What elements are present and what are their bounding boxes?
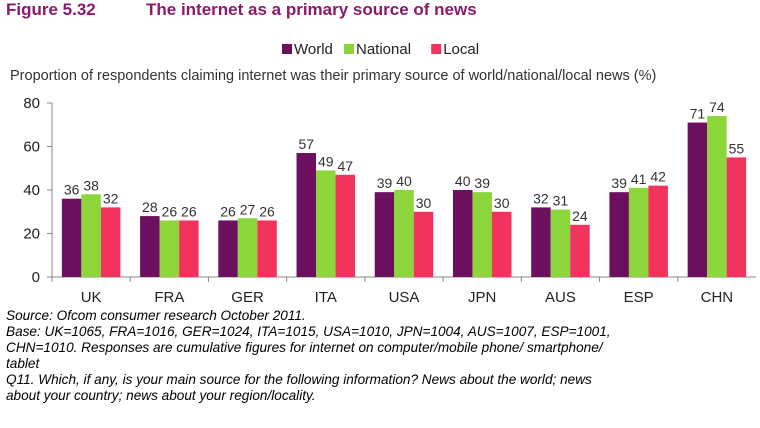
data-label-ita-world: 57 [298, 136, 314, 152]
base-note-line-1: Base: UK=1065, FRA=1016, GER=1024, ITA=1… [6, 324, 611, 339]
data-label-chn-national: 74 [709, 99, 725, 115]
x-tick-label-chn: CHN [701, 289, 734, 306]
x-tick-label-uk: UK [81, 289, 102, 306]
legend: World National Local [282, 41, 479, 58]
data-label-usa-national: 40 [396, 173, 412, 189]
data-label-esp-local: 42 [650, 169, 666, 185]
x-tick-label-aus: AUS [545, 289, 576, 306]
x-tick-label-jpn: JPN [468, 289, 496, 306]
data-label-uk-world: 36 [64, 182, 80, 198]
legend-label-national: National [356, 41, 411, 58]
bar-uk-national [81, 194, 101, 277]
data-label-usa-world: 39 [377, 175, 393, 191]
x-tick-label-ita: ITA [315, 289, 337, 306]
data-label-ita-national: 49 [318, 153, 334, 169]
bar-esp-local [648, 185, 668, 277]
x-tick-label-fra: FRA [154, 289, 184, 306]
bar-chn-world [687, 122, 708, 277]
legend-swatch-world [282, 44, 292, 54]
bar-jpn-local [491, 211, 512, 277]
bar-usa-world [374, 192, 395, 277]
figure-notes: Source: Ofcom consumer research October … [6, 308, 754, 404]
bar-ger-national [237, 218, 258, 277]
x-tick-label-usa: USA [389, 289, 420, 306]
figure-heading: The internet as a primary source of news [146, 0, 477, 19]
data-label-esp-national: 41 [631, 171, 647, 187]
bar-usa-local [413, 211, 434, 277]
data-label-jpn-world: 40 [455, 173, 471, 189]
data-label-ger-local: 26 [259, 203, 275, 219]
bar-chart: World National Local Proportion of respond… [10, 41, 756, 306]
bar-esp-national [628, 187, 649, 277]
bar-chn-local [726, 157, 747, 277]
bar-fra-national [159, 220, 180, 277]
data-label-ger-national: 27 [240, 201, 256, 217]
data-label-usa-local: 30 [416, 195, 432, 211]
data-label-jpn-national: 39 [474, 175, 490, 191]
bar-aus-world [531, 207, 551, 277]
y-tick-label: 20 [23, 226, 40, 243]
bar-ger-world [218, 220, 238, 277]
bar-ita-national [316, 170, 336, 277]
data-label-ger-world: 26 [220, 203, 236, 219]
bar-fra-world [140, 216, 160, 277]
y-tick-label: 40 [23, 182, 40, 199]
data-label-ita-local: 47 [337, 158, 353, 174]
bar-esp-world [609, 192, 629, 277]
bar-aus-national [550, 209, 571, 277]
bar-fra-local [179, 220, 199, 277]
figure-number: Figure 5.32 [6, 0, 96, 19]
data-label-uk-local: 32 [103, 190, 119, 206]
bar-usa-national [394, 190, 414, 277]
x-tick-label-esp: ESP [624, 289, 654, 306]
bar-jpn-national [472, 192, 492, 277]
bar-uk-world [61, 198, 82, 277]
data-label-uk-national: 38 [83, 177, 99, 193]
data-label-chn-world: 71 [690, 106, 706, 122]
legend-label-local: Local [443, 41, 479, 58]
legend-swatch-local [431, 44, 442, 54]
bar-ita-world [296, 153, 317, 277]
data-label-aus-national: 31 [553, 193, 569, 209]
y-tick-label: 60 [23, 139, 40, 156]
data-label-fra-national: 26 [162, 203, 178, 219]
question-note-line-1: Q11. Which, if any, is your main source … [6, 372, 592, 387]
y-tick-label: 0 [32, 269, 40, 286]
legend-label-world: World [294, 41, 333, 58]
bars [61, 116, 747, 277]
bar-ger-local [257, 220, 277, 277]
bar-ita-local [335, 174, 356, 277]
y-tick-label: 80 [23, 95, 40, 112]
chart-subtitle: Proportion of respondents claiming inter… [10, 68, 656, 84]
x-tick-label-ger: GER [231, 289, 264, 306]
data-label-esp-world: 39 [611, 175, 627, 191]
bar-chn-national [707, 116, 727, 277]
bar-jpn-world [452, 190, 473, 277]
bar-uk-local [100, 207, 121, 277]
source-note: Source: Ofcom consumer research October … [6, 308, 306, 323]
data-label-aus-local: 24 [572, 208, 588, 224]
data-label-fra-local: 26 [181, 203, 197, 219]
bar-aus-local [570, 224, 590, 277]
legend-swatch-national [344, 44, 354, 54]
base-note-line-3: tablet [6, 356, 40, 371]
data-label-aus-world: 32 [533, 190, 549, 206]
data-label-chn-local: 55 [729, 140, 745, 156]
question-note-line-2: about your country; news about your regi… [6, 388, 316, 403]
figure-title: Figure 5.32 The internet as a primary sou… [6, 0, 477, 20]
base-note-line-2: CHN=1010. Responses are cumulative figur… [6, 340, 603, 355]
data-label-fra-world: 28 [142, 199, 158, 215]
data-label-jpn-local: 30 [494, 195, 510, 211]
